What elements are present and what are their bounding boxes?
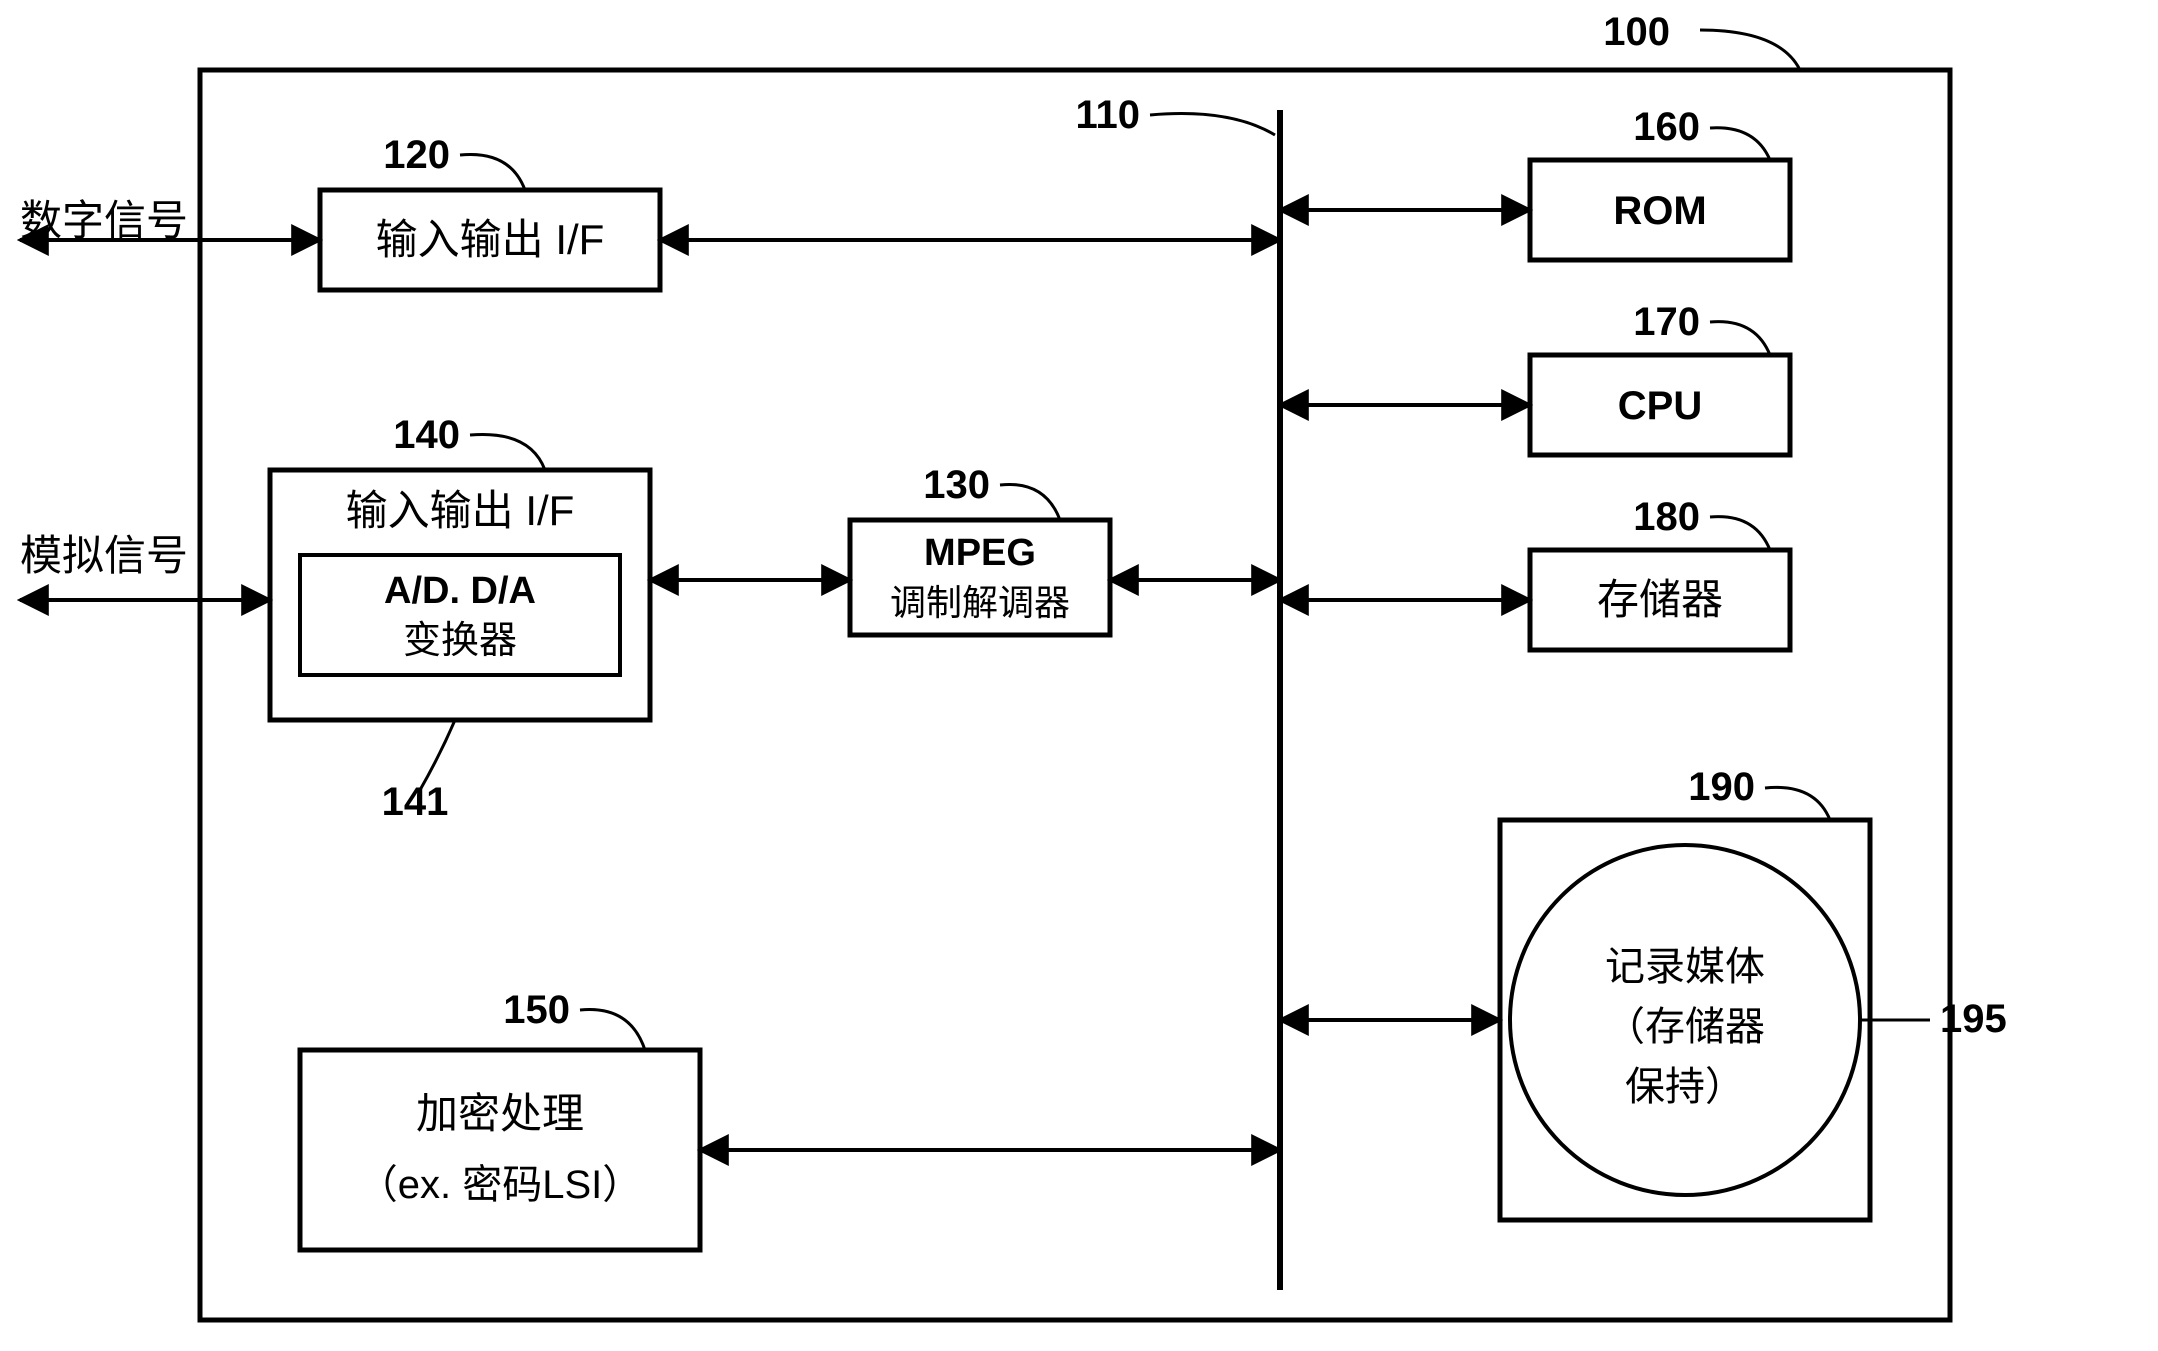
block-mpeg [850,520,1110,635]
label-digital: 数字信号 [20,197,188,244]
record-media-circle [1510,845,1860,1195]
block-encrypt [300,1050,700,1250]
block-rom [1530,160,1790,260]
block-io-top [320,190,660,290]
leader-100 [1700,30,1800,70]
block-cpu [1530,355,1790,455]
label-analog: 模拟信号 [20,532,188,579]
block-adda [300,555,620,675]
block-memory [1530,550,1790,650]
refnum-100: 100 [1603,10,1670,54]
block-diagram: 100110数字信号模拟信号输入输出 I/F120输入输出 I/F140A/D.… [0,0,2158,1351]
